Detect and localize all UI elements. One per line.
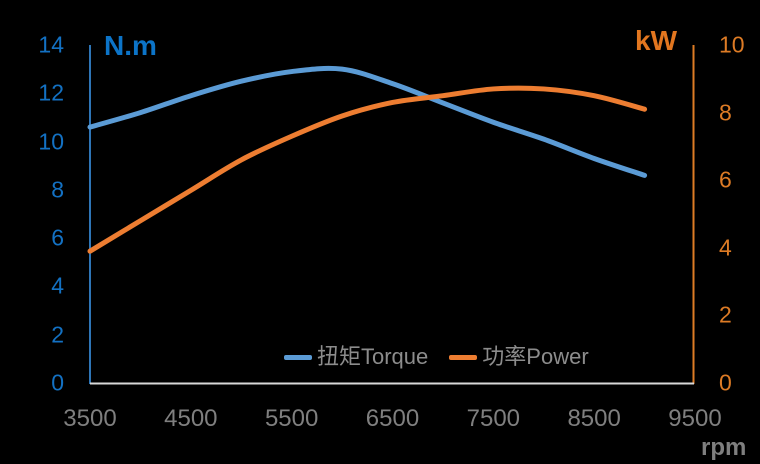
x-axis-tick: 3500 [63,405,117,432]
torque-legend-marker-icon [284,354,312,360]
power-curve [87,85,648,254]
left-axis-tick: 2 [51,321,64,348]
left-axis-tick: 6 [51,224,64,251]
x-axis-tick: 7500 [466,405,521,432]
right-axis-tick: 0 [719,369,732,396]
right-axis-tick: 2 [719,301,732,328]
legend-item-torque: 扭矩Torque [284,346,428,368]
torque-curve [87,65,648,178]
left-axis-tick: 12 [38,79,64,106]
right-axis-title: kW [635,25,677,56]
x-axis-unit-label: rpm [701,434,747,461]
x-axis-tick: 9500 [668,405,722,432]
torque-legend-label: 扭矩Torque [317,344,429,369]
x-axis-tick: 6500 [365,405,420,432]
x-axis-tick: 4500 [164,405,218,432]
power-legend-marker-icon [449,354,478,360]
left-axis-tick: 14 [38,31,64,58]
left-axis-tick: 10 [38,128,64,155]
left-axis-tick: 8 [51,176,64,203]
right-axis-tick: 4 [719,234,732,261]
chart-legend: 扭矩Torque 功率Power [284,346,589,368]
right-axis-tick: 10 [719,31,745,58]
left-axis-title: N.m [104,30,157,61]
left-axis-tick: 4 [51,272,64,299]
right-axis-tick: 6 [719,166,732,193]
right-axis-tick: 8 [719,99,732,126]
power-legend-label: 功率Power [482,344,589,369]
left-axis-tick: 0 [51,369,64,396]
x-axis-tick: 5500 [264,405,319,432]
x-axis-tick: 8500 [567,405,621,432]
legend-item-power: 功率Power [449,344,589,369]
